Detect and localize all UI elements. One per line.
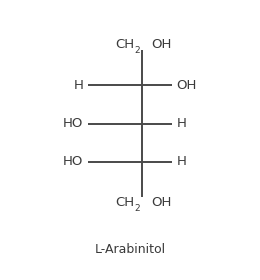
Text: L-Arabinitol: L-Arabinitol [94, 243, 166, 256]
Text: CH: CH [115, 196, 134, 209]
Text: HO: HO [63, 155, 84, 169]
Text: H: H [176, 117, 186, 130]
Text: OH: OH [151, 196, 171, 209]
Text: H: H [176, 155, 186, 169]
Text: HO: HO [63, 117, 84, 130]
Text: H: H [74, 79, 84, 92]
Text: 2: 2 [134, 46, 140, 55]
Text: CH: CH [115, 38, 134, 51]
Text: OH: OH [176, 79, 197, 92]
Text: 2: 2 [134, 204, 140, 213]
Text: OH: OH [151, 38, 171, 51]
